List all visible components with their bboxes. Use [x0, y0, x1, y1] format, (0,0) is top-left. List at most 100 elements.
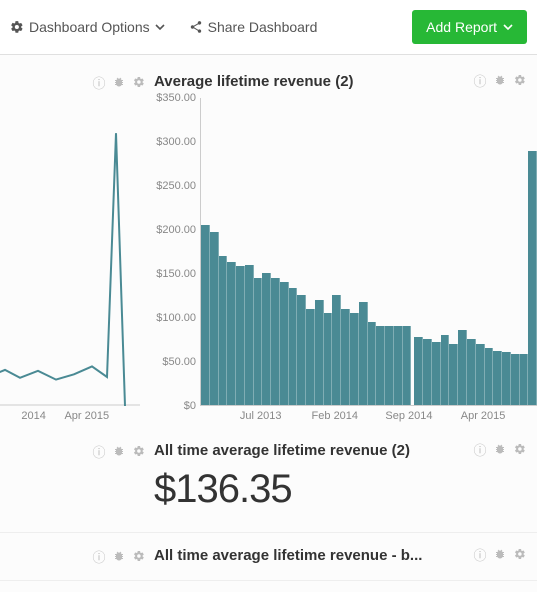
bar: [315, 300, 324, 405]
dashboard-options-label: Dashboard Options: [29, 19, 150, 35]
bar: [227, 262, 236, 405]
chevron-down-icon: [503, 22, 513, 32]
line-chart-svg: [0, 98, 140, 406]
bar-chart-plot: [200, 98, 537, 406]
bar: [289, 288, 298, 405]
panel-icons-right: ⓘ: [473, 73, 527, 87]
panel-icons-left: ⓘ: [6, 73, 146, 98]
bar: [441, 335, 450, 405]
bar: [458, 330, 467, 405]
y-tick-label: $150.00: [156, 268, 196, 280]
share-dashboard-label: Share Dashboard: [208, 19, 318, 35]
add-report-label: Add Report: [426, 19, 497, 35]
metric-value: $136.35: [154, 467, 527, 512]
line-chart-x-axis: 2014 Apr 2015: [0, 406, 140, 428]
bar: [280, 282, 289, 405]
bar: [423, 339, 432, 405]
info-icon[interactable]: ⓘ: [473, 442, 487, 456]
bar: [332, 295, 341, 405]
metric-title: All time average lifetime revenue (2): [154, 442, 527, 459]
panel-title-truncated: All time average lifetime revenue - b...: [154, 547, 527, 564]
gear-icon[interactable]: [132, 549, 146, 563]
gear-icon[interactable]: [513, 547, 527, 561]
bar: [432, 342, 441, 405]
chevron-down-icon: [155, 22, 165, 32]
bar: [493, 351, 502, 405]
bar: [271, 278, 280, 405]
bug-icon[interactable]: [493, 73, 507, 87]
bar: [368, 322, 377, 405]
bar: [485, 348, 494, 405]
info-icon[interactable]: ⓘ: [92, 444, 106, 458]
info-icon[interactable]: ⓘ: [92, 75, 106, 89]
toolbar: Dashboard Options Share Dashboard Add Re…: [0, 0, 537, 55]
bug-icon[interactable]: [112, 75, 126, 89]
bar: [385, 326, 394, 405]
bar: [476, 344, 485, 405]
y-tick-label: $250.00: [156, 180, 196, 192]
dashboard-content: ⓘ Average lifetime revenue (2) ⓘ 2014 Apr…: [0, 55, 537, 581]
bar-chart: $0 $50.00 $100.00 $150.00 $200.00 $250.00 $300…: [140, 98, 537, 428]
bug-icon[interactable]: [112, 444, 126, 458]
bar-chart-x-axis: Jul 2013Feb 2014Sep 2014Apr 2015: [200, 406, 537, 428]
bar: [297, 295, 306, 405]
bar: [236, 266, 245, 405]
bar: [394, 326, 403, 405]
share-dashboard-button[interactable]: Share Dashboard: [189, 19, 318, 35]
y-tick-label: $200.00: [156, 224, 196, 236]
bar: [262, 273, 271, 405]
bar: [341, 309, 350, 405]
bar: [403, 326, 412, 405]
line-chart-partial: 2014 Apr 2015: [0, 98, 140, 428]
bug-icon[interactable]: [112, 549, 126, 563]
gear-icon[interactable]: [132, 75, 146, 89]
panel-icons-left: ⓘ: [6, 547, 146, 572]
panel-icons-right: ⓘ: [473, 442, 527, 456]
x-tick-label: Apr 2015: [461, 410, 506, 422]
bar-chart-bars: [201, 98, 537, 405]
gear-icon[interactable]: [513, 73, 527, 87]
bar: [306, 309, 315, 405]
gear-icon[interactable]: [132, 444, 146, 458]
bar: [350, 313, 359, 405]
bug-icon[interactable]: [493, 442, 507, 456]
bar: [449, 344, 458, 405]
bar: [359, 302, 368, 406]
gear-icon[interactable]: [513, 442, 527, 456]
x-tick-label: Apr 2015: [64, 410, 109, 422]
bar: [201, 225, 210, 405]
x-tick-label: Sep 2014: [385, 410, 432, 422]
chart-area: 2014 Apr 2015 $0 $50.00 $100.00 $150.00 $200.…: [0, 98, 537, 428]
chart-title: Average lifetime revenue (2): [154, 73, 527, 90]
panel-icons-left: ⓘ: [6, 442, 146, 512]
bar: [245, 265, 254, 405]
dashboard-options-button[interactable]: Dashboard Options: [10, 19, 165, 35]
info-icon[interactable]: ⓘ: [473, 73, 487, 87]
info-icon[interactable]: ⓘ: [92, 549, 106, 563]
bar: [414, 337, 423, 405]
bar: [219, 256, 228, 405]
y-tick-label: $50.00: [162, 356, 196, 368]
y-tick-label: $350.00: [156, 92, 196, 104]
bar: [520, 354, 529, 405]
bar: [376, 326, 385, 405]
y-tick-label: $300.00: [156, 136, 196, 148]
bar-chart-y-axis: $0$50.00$100.00$150.00$200.00$250.00$300…: [148, 98, 200, 406]
bar: [511, 354, 520, 405]
info-icon[interactable]: ⓘ: [473, 547, 487, 561]
bar: [467, 339, 476, 405]
bar: [502, 352, 511, 405]
add-report-button[interactable]: Add Report: [412, 10, 527, 44]
bar: [324, 313, 333, 405]
bug-icon[interactable]: [493, 547, 507, 561]
x-tick-label: 2014: [21, 410, 45, 422]
bar: [528, 151, 537, 405]
y-tick-label: $100.00: [156, 312, 196, 324]
y-tick-label: $0: [184, 400, 196, 412]
bar: [210, 232, 219, 405]
panel-icons-right: ⓘ: [473, 547, 527, 561]
gear-icon: [10, 20, 24, 34]
x-tick-label: Jul 2013: [240, 410, 282, 422]
bar: [254, 278, 263, 405]
share-icon: [189, 20, 203, 34]
